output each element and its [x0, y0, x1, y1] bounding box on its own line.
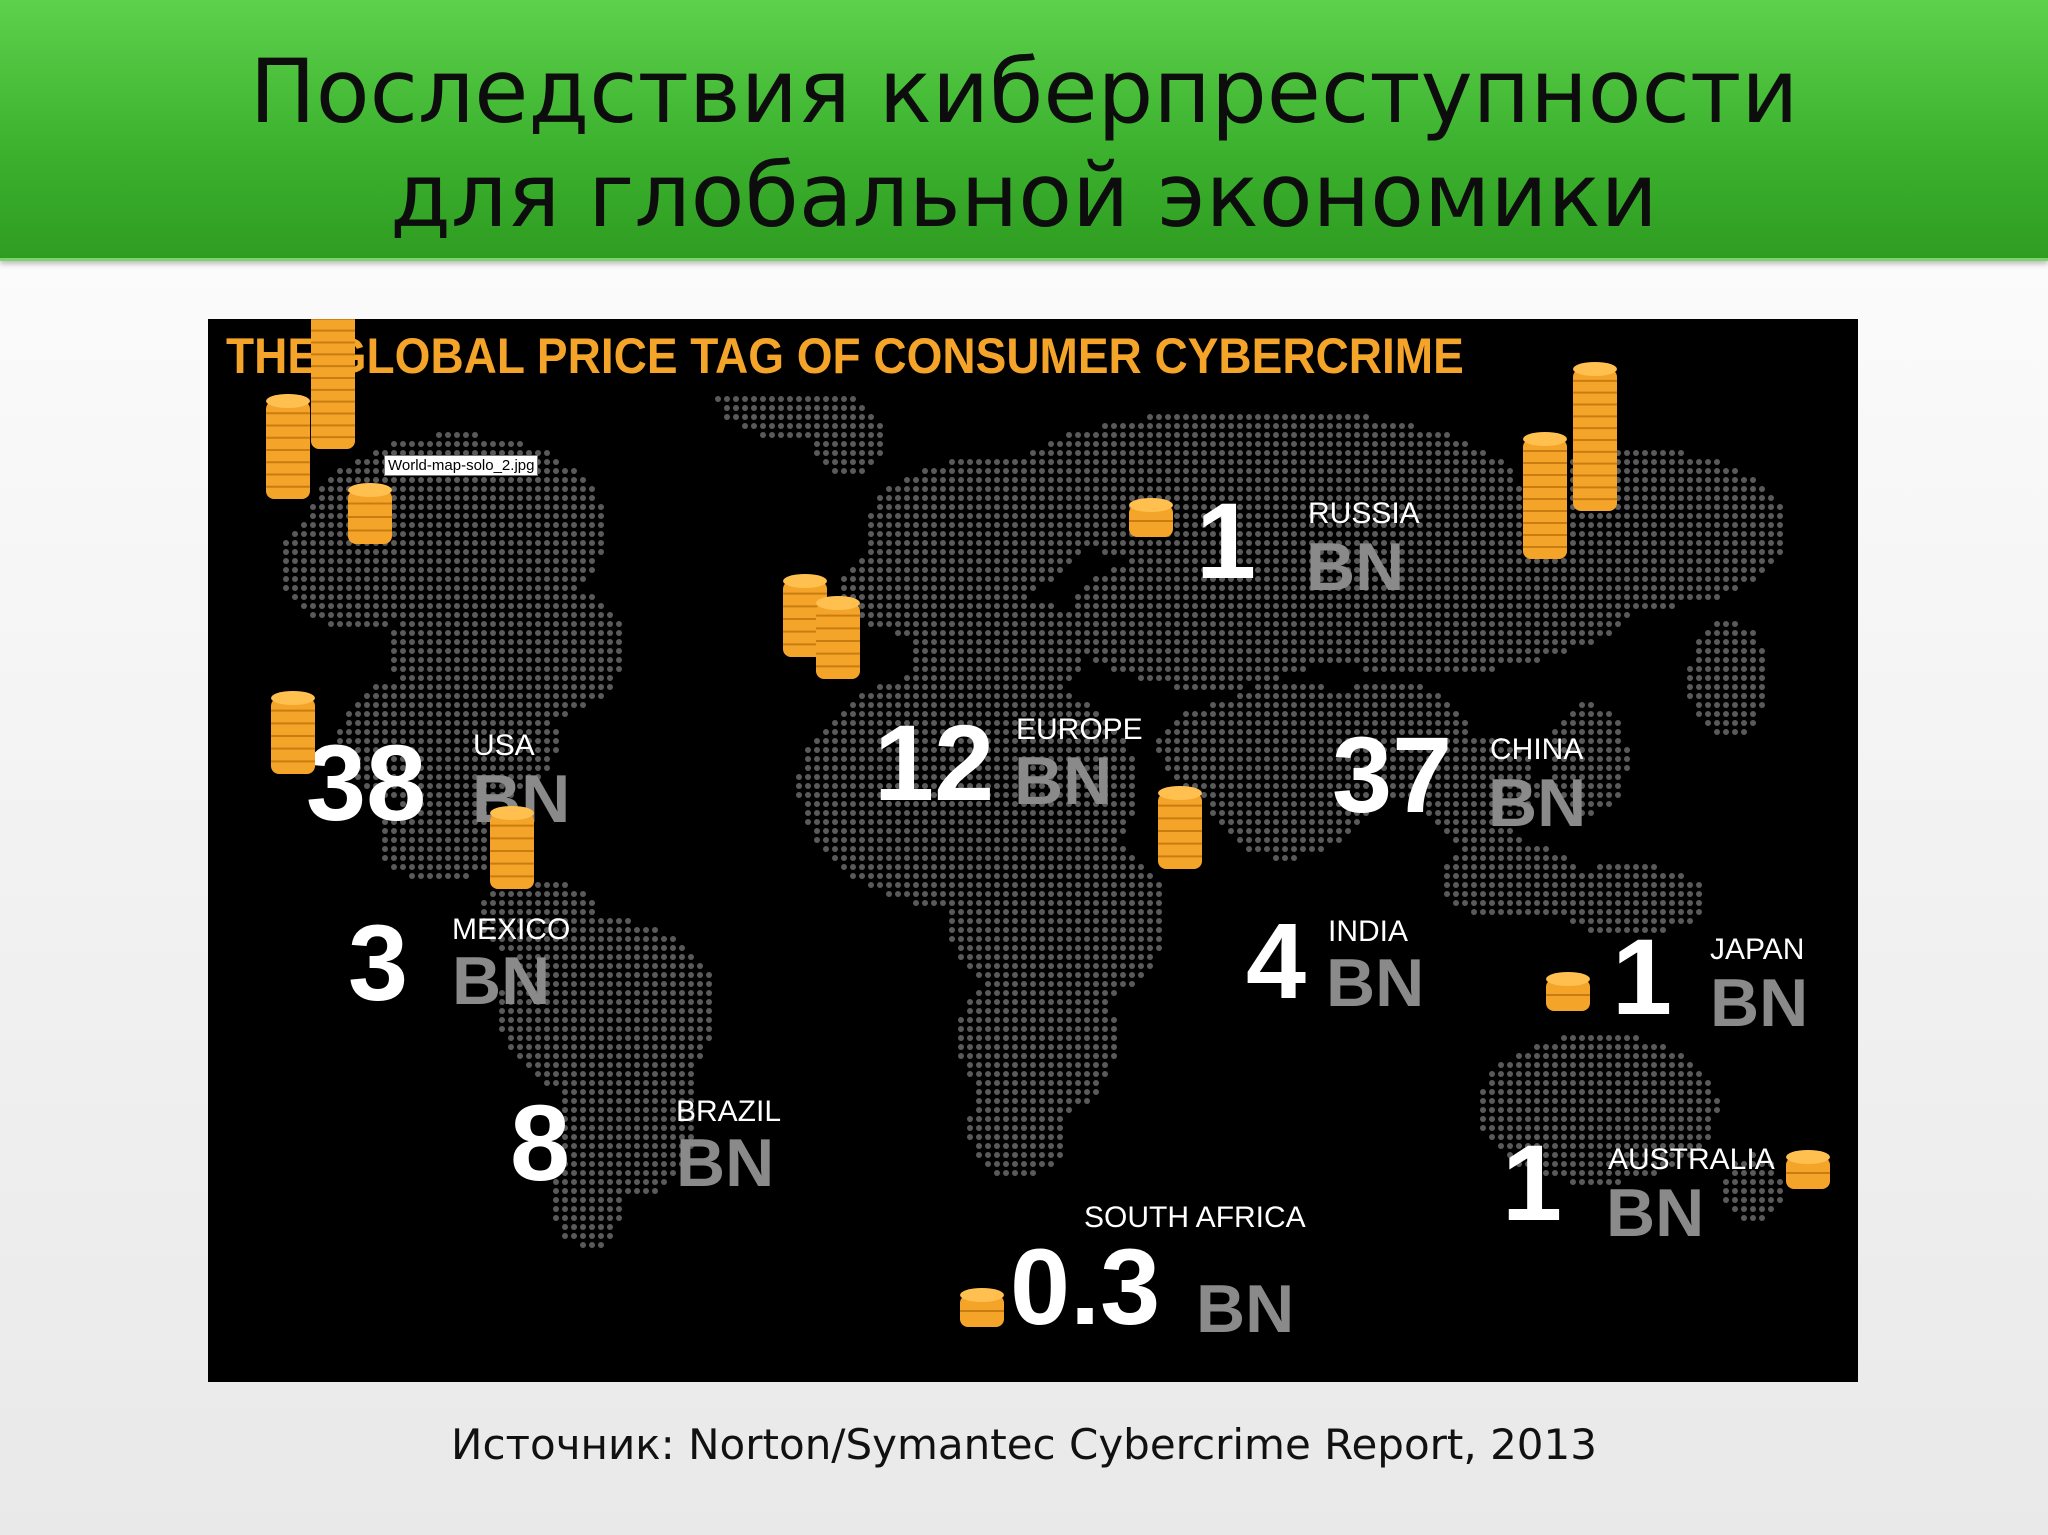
region-unit: BN: [1488, 765, 1587, 841]
region-unit: BN: [1306, 529, 1405, 605]
coin-stack-icon: [1158, 786, 1202, 869]
region-amount: 8: [510, 1082, 571, 1203]
region-unit: BN: [676, 1125, 775, 1201]
region-name: RUSSIA: [1308, 497, 1420, 530]
slide-title: Последствия киберпреступности для глобал…: [0, 40, 2048, 248]
coin-stack-icon: [490, 806, 534, 889]
coin-stack-icon: [271, 691, 315, 774]
source-caption: Источник: Norton/Symantec Cybercrime Rep…: [451, 1420, 1597, 1469]
region-name: AUSTRALIA: [1608, 1143, 1775, 1176]
slide-title-line-1: Последствия киберпреступности: [249, 40, 1799, 143]
region-name: SOUTH AFRICA: [1084, 1201, 1306, 1234]
region-amount: 1: [1612, 916, 1673, 1037]
slide-title-line-2: для глобальной экономики: [390, 144, 1658, 247]
region-amount: 37: [1332, 714, 1453, 835]
region-name: EUROPE: [1016, 713, 1143, 746]
region-unit: BN: [1606, 1175, 1705, 1251]
region-unit: BN: [1710, 965, 1809, 1041]
region-unit: BN: [1014, 743, 1113, 819]
region-amount: 4: [1246, 900, 1307, 1021]
coin-stack-icon: [1523, 362, 1617, 559]
infographic-title: THE GLOBAL PRICE TAG OF CONSUMER CYBERCR…: [226, 328, 1464, 384]
region-amount: 1: [1502, 1122, 1563, 1243]
region-amount: 3: [348, 902, 409, 1023]
title-banner: Последствия киберпреступности для глобал…: [0, 0, 2048, 261]
coin-stack-icon: [1786, 1150, 1830, 1189]
coin-stack-icon: [1546, 972, 1590, 1011]
coin-stack-icon: [783, 574, 860, 679]
region-name: CHINA: [1490, 733, 1584, 766]
coin-stack-icon: [960, 1288, 1004, 1327]
coin-stack-icon: [266, 319, 392, 544]
region-unit: BN: [1196, 1271, 1295, 1347]
region-unit: BN: [1326, 945, 1425, 1021]
region-amount: 12: [874, 702, 995, 823]
image-filename-tooltip: World-map-solo_2.jpg: [384, 455, 539, 476]
region-name: JAPAN: [1710, 933, 1805, 966]
region-unit: BN: [452, 943, 551, 1019]
region-name: BRAZIL: [676, 1095, 782, 1128]
region-name: INDIA: [1328, 915, 1409, 948]
region-amount: 0.3: [1010, 1226, 1161, 1347]
region-name: USA: [473, 729, 535, 762]
coin-stack-icon: [1129, 498, 1173, 537]
region-amount: 1: [1196, 480, 1257, 601]
region-amount: 38: [306, 722, 427, 843]
region-name: MEXICO: [452, 913, 571, 946]
cybercrime-infographic: THE GLOBAL PRICE TAG OF CONSUMER CYBERCR…: [208, 319, 1858, 1382]
